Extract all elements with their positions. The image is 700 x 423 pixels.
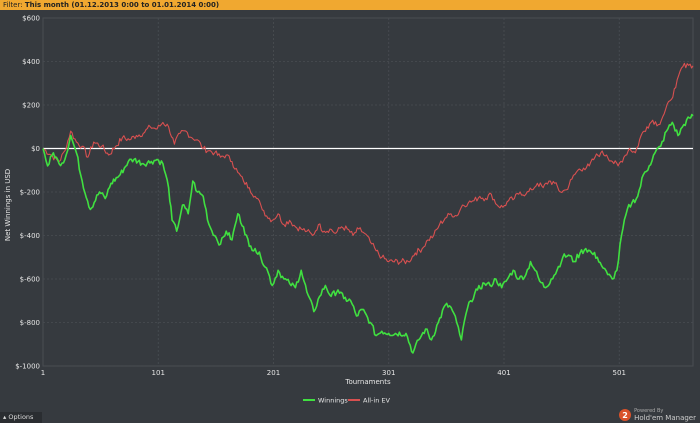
series-lines — [42, 62, 694, 354]
x-axis-label: Tournaments — [344, 378, 391, 386]
y-tick-label: $-600 — [20, 276, 40, 284]
x-tick-label: 101 — [152, 369, 165, 377]
series-line-all-in-ev — [42, 62, 694, 265]
legend-label: Winnings — [318, 397, 348, 405]
x-tick-label: 1 — [41, 369, 45, 377]
x-tick-label: 201 — [267, 369, 280, 377]
y-tick-label: $0 — [31, 145, 40, 153]
y-tick-label: $-400 — [20, 232, 40, 240]
x-tick-label: 301 — [382, 369, 395, 377]
powered-by-text: Powered By — [634, 408, 664, 414]
x-axis: 1 101 201 301 401 501 — [41, 369, 626, 377]
y-tick-label: $-200 — [20, 189, 40, 197]
filter-bar[interactable]: Filter: This month (01.12.2013 0:00 to 0… — [0, 0, 700, 10]
grid — [42, 17, 694, 367]
filter-label: Filter: — [3, 1, 23, 9]
x-tick-label: 501 — [613, 369, 626, 377]
legend: Winnings All-in EV — [303, 397, 391, 405]
y-tick-label: $400 — [22, 58, 40, 66]
caret-up-icon: ▴ — [3, 413, 7, 421]
net-winnings-chart: $600 $400 $200 $0 $-200 $-400 $-600 $-800 $-1000… — [4, 15, 694, 405]
y-tick-label: $-1000 — [15, 363, 40, 371]
brand-logo: 2 Powered By Hold'em Manager — [619, 407, 696, 423]
y-tick-label: $-800 — [20, 319, 40, 327]
filter-value: This month (01.12.2013 0:00 to 01.01.201… — [24, 1, 220, 9]
holdem-manager-logo-icon: 2 — [619, 409, 632, 421]
y-tick-label: $600 — [22, 15, 40, 23]
options-button[interactable]: ▴ Options — [0, 412, 42, 423]
x-tick-label: 401 — [497, 369, 510, 377]
legend-label: All-in EV — [363, 397, 391, 405]
y-tick-label: $200 — [22, 102, 40, 110]
y-axis: $600 $400 $200 $0 $-200 $-400 $-600 $-800 $-1000 — [15, 15, 40, 371]
options-label: Options — [8, 413, 34, 421]
series-line-winnings — [42, 113, 694, 354]
brand-name: Hold'em Manager — [634, 414, 696, 422]
y-axis-label: Net Winnings in USD — [4, 169, 12, 241]
